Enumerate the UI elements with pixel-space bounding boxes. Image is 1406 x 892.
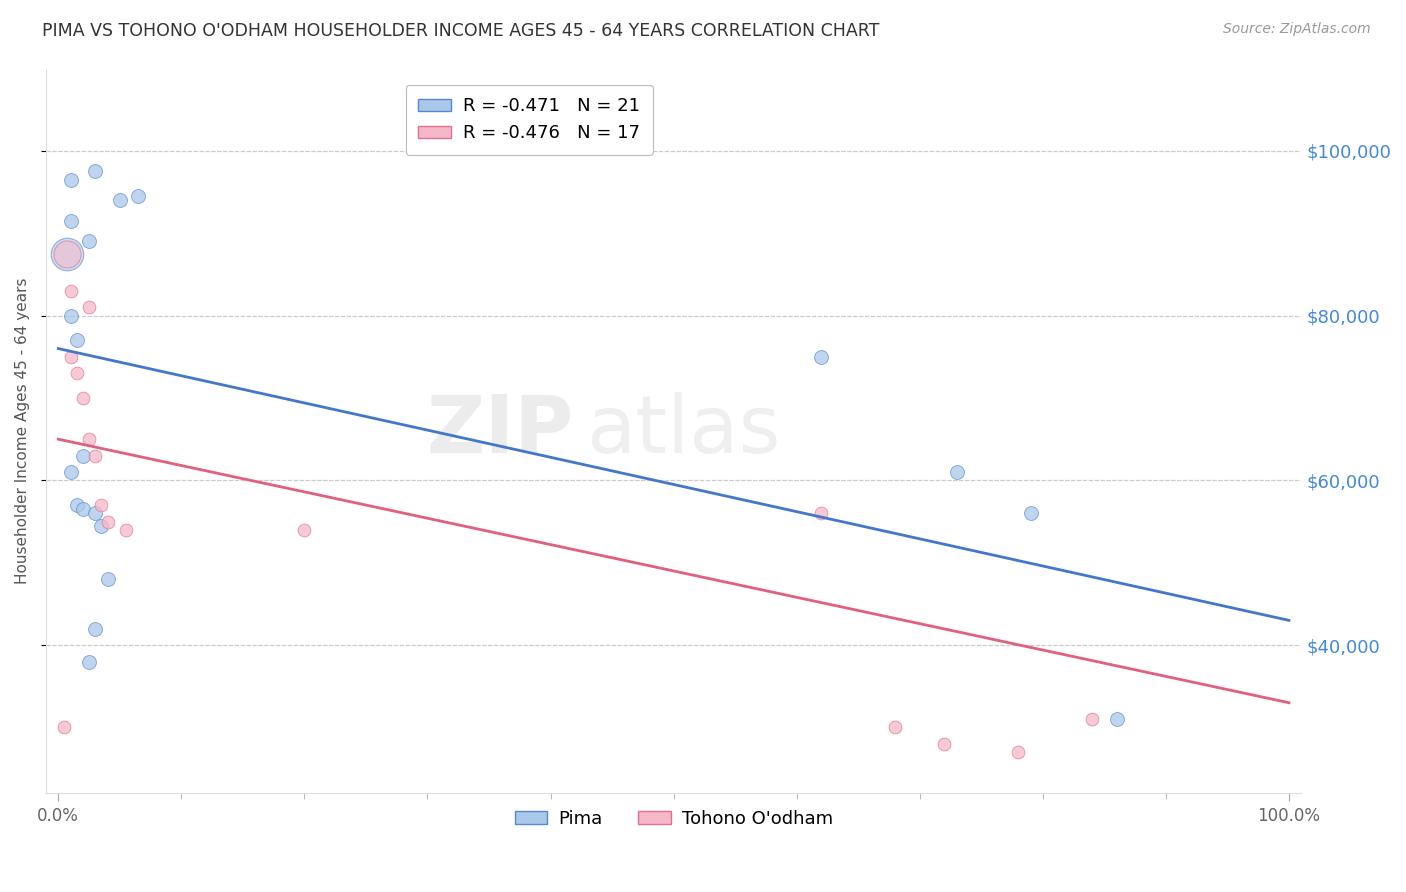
Point bbox=[59, 214, 82, 228]
Point bbox=[77, 432, 100, 446]
Point bbox=[66, 498, 89, 512]
Point bbox=[84, 622, 107, 636]
Point bbox=[1019, 506, 1042, 520]
Point bbox=[56, 247, 79, 261]
Point bbox=[59, 465, 82, 479]
Text: ZIP: ZIP bbox=[426, 392, 574, 470]
Point bbox=[56, 247, 79, 261]
Point bbox=[72, 449, 94, 463]
Point bbox=[810, 350, 832, 364]
Point bbox=[59, 284, 82, 298]
Point bbox=[77, 655, 100, 669]
Point bbox=[1007, 745, 1029, 759]
Text: Source: ZipAtlas.com: Source: ZipAtlas.com bbox=[1223, 22, 1371, 37]
Legend: Pima, Tohono O'odham: Pima, Tohono O'odham bbox=[508, 803, 839, 835]
Point bbox=[59, 172, 82, 186]
Point bbox=[84, 506, 107, 520]
Point bbox=[810, 506, 832, 520]
Point bbox=[59, 350, 82, 364]
Point bbox=[77, 235, 100, 249]
Point bbox=[72, 502, 94, 516]
Point bbox=[127, 189, 149, 203]
Point bbox=[1105, 712, 1128, 726]
Point bbox=[84, 164, 107, 178]
Point bbox=[90, 498, 112, 512]
Point bbox=[96, 572, 118, 586]
Point bbox=[934, 737, 956, 751]
Point bbox=[66, 334, 89, 348]
Point bbox=[115, 523, 138, 537]
Point bbox=[59, 309, 82, 323]
Point bbox=[90, 518, 112, 533]
Point bbox=[96, 515, 118, 529]
Point bbox=[53, 721, 76, 735]
Text: atlas: atlas bbox=[586, 392, 780, 470]
Point bbox=[1081, 712, 1104, 726]
Y-axis label: Householder Income Ages 45 - 64 years: Householder Income Ages 45 - 64 years bbox=[15, 277, 30, 584]
Point bbox=[77, 301, 100, 315]
Point bbox=[945, 465, 967, 479]
Text: PIMA VS TOHONO O'ODHAM HOUSEHOLDER INCOME AGES 45 - 64 YEARS CORRELATION CHART: PIMA VS TOHONO O'ODHAM HOUSEHOLDER INCOM… bbox=[42, 22, 880, 40]
Point bbox=[884, 721, 907, 735]
Point bbox=[108, 194, 131, 208]
Point bbox=[294, 523, 316, 537]
Point bbox=[66, 366, 89, 380]
Point bbox=[72, 391, 94, 405]
Point bbox=[84, 449, 107, 463]
